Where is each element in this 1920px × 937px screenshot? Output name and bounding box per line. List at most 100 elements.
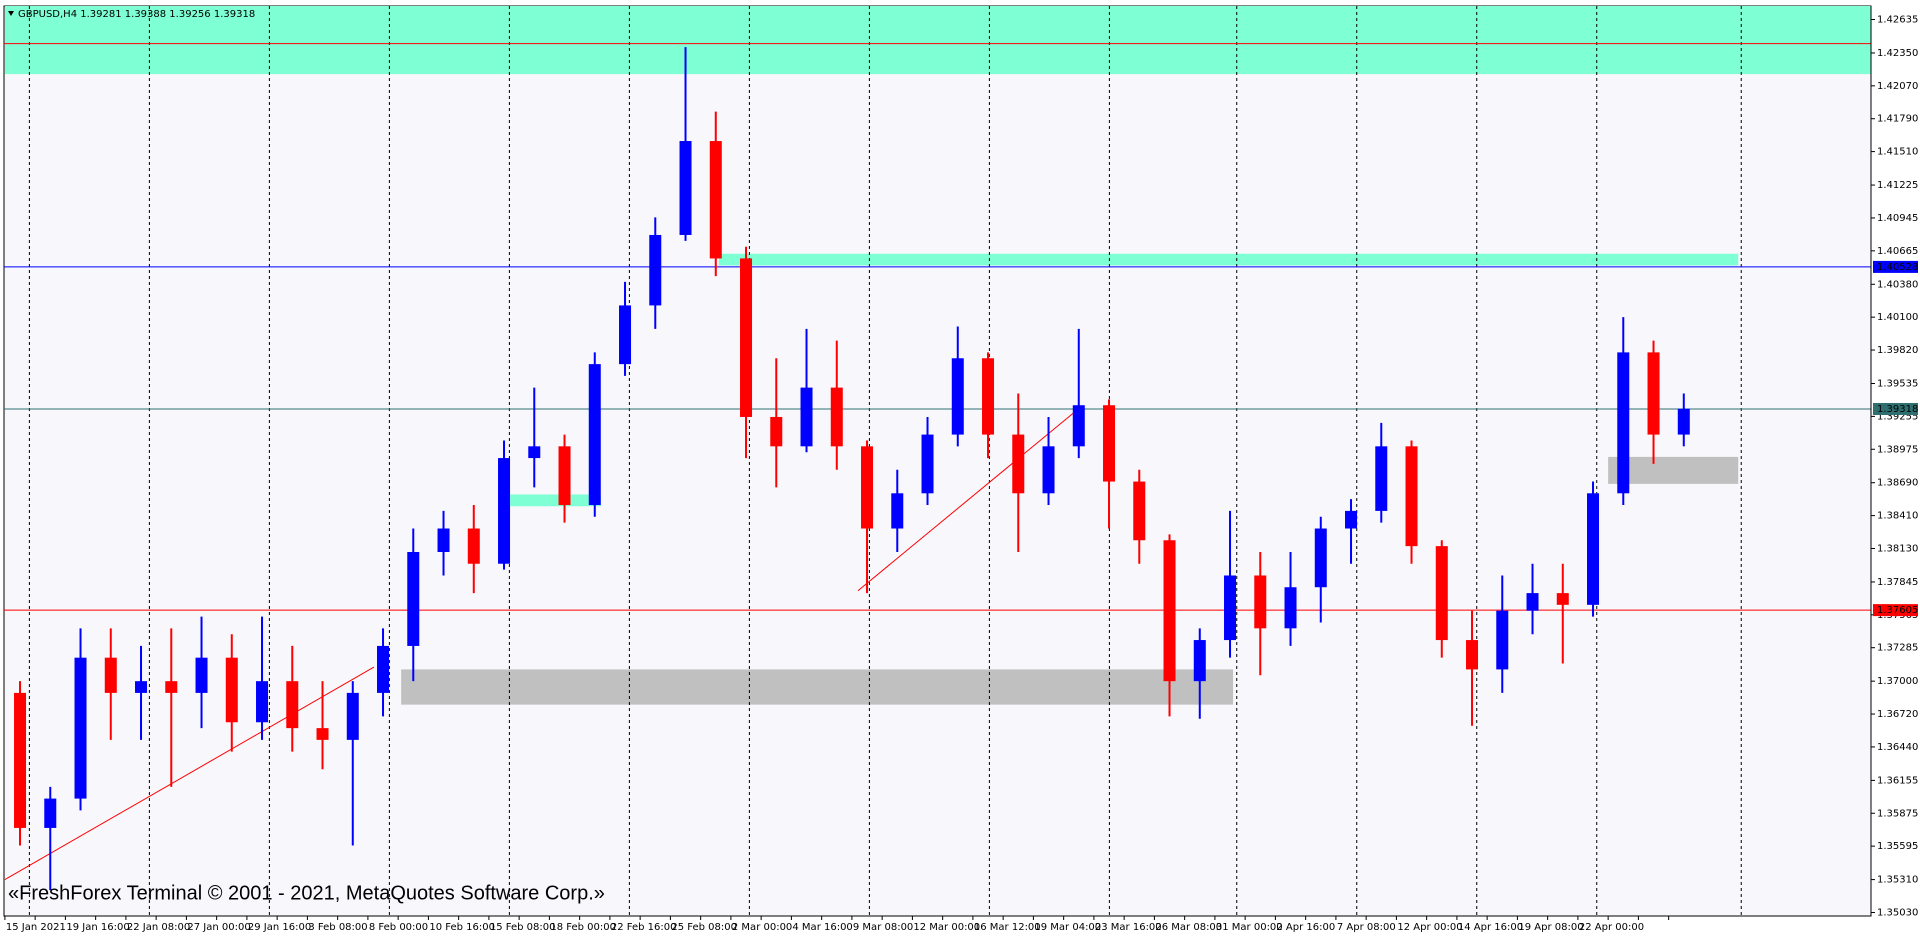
x-tick-label: 18 Feb 00:00 bbox=[550, 922, 616, 933]
y-tick-label: 1.37845 bbox=[1877, 577, 1918, 588]
candle-body bbox=[558, 446, 571, 506]
y-tick-label: 1.41510 bbox=[1877, 147, 1918, 158]
candle-body bbox=[679, 141, 692, 235]
candle-body bbox=[1072, 405, 1085, 447]
zone bbox=[1608, 456, 1739, 484]
x-tick-label: 9 Mar 08:00 bbox=[853, 922, 913, 933]
candle-body bbox=[256, 681, 269, 723]
y-tick-label: 1.38975 bbox=[1877, 444, 1918, 455]
candle-body bbox=[1012, 434, 1025, 494]
candle-body bbox=[437, 528, 450, 552]
candle-body bbox=[165, 681, 178, 693]
candle-body bbox=[498, 458, 511, 564]
candle-body bbox=[740, 258, 753, 417]
y-tick-label: 1.37000 bbox=[1877, 676, 1918, 687]
candle-body bbox=[770, 416, 783, 447]
candle-body bbox=[1587, 493, 1600, 605]
candle-body bbox=[982, 358, 995, 435]
candle-body bbox=[1556, 593, 1569, 605]
trend-line bbox=[857, 410, 1077, 592]
y-tick-label: 1.38690 bbox=[1877, 478, 1918, 489]
price-label-box bbox=[1873, 604, 1918, 617]
y-tick-label: 1.38130 bbox=[1877, 543, 1918, 554]
y-tick-label: 1.42350 bbox=[1877, 48, 1918, 59]
plot-area bbox=[3, 5, 1872, 917]
candle-body bbox=[1133, 481, 1146, 541]
x-tick-label: 19 Jan 16:00 bbox=[66, 922, 129, 933]
candle-body bbox=[1466, 640, 1479, 670]
candle-body bbox=[709, 141, 722, 259]
candle-body bbox=[619, 305, 632, 365]
candle-body bbox=[1496, 610, 1509, 670]
x-tick-label: 7 Apr 08:00 bbox=[1337, 922, 1396, 933]
candle-body bbox=[1314, 528, 1327, 588]
candle-body bbox=[1375, 446, 1388, 511]
y-tick-label: 1.38410 bbox=[1877, 511, 1918, 522]
candles bbox=[14, 47, 1690, 891]
candle-body bbox=[1193, 640, 1206, 682]
price-label-box bbox=[1873, 260, 1918, 273]
zone bbox=[401, 669, 1234, 705]
candle-body bbox=[921, 434, 934, 494]
x-tick-label: 19 Mar 04:00 bbox=[1034, 922, 1101, 933]
x-tick-label: 31 Mar 00:00 bbox=[1216, 922, 1283, 933]
menu-triangle[interactable] bbox=[8, 11, 14, 16]
candle-body bbox=[44, 798, 57, 828]
candle-body bbox=[891, 493, 904, 529]
y-tick-label: 1.35030 bbox=[1877, 907, 1918, 918]
candle-body bbox=[830, 387, 843, 447]
x-tick-label: 22 Jan 08:00 bbox=[127, 922, 190, 933]
candle-body bbox=[1163, 540, 1176, 682]
y-tick-label: 1.37285 bbox=[1877, 643, 1918, 654]
y-tick-label: 1.36155 bbox=[1877, 775, 1918, 786]
x-tick-label: 2 Mar 00:00 bbox=[732, 922, 792, 933]
chart-title: GBPUSD,H4 1.39281 1.39388 1.39256 1.3931… bbox=[18, 9, 255, 20]
candle-body bbox=[467, 528, 480, 564]
price-label: 1.39318 bbox=[1877, 404, 1918, 415]
candle-body bbox=[1405, 446, 1418, 547]
candle-body bbox=[1617, 352, 1630, 494]
y-tick-label: 1.36720 bbox=[1877, 709, 1918, 720]
candle-body bbox=[1647, 352, 1660, 435]
zone bbox=[510, 494, 601, 507]
price-label-box bbox=[1873, 402, 1918, 415]
watermark: «FreshForex Terminal © 2001 - 2021, Meta… bbox=[8, 882, 605, 904]
lines bbox=[4, 43, 1871, 881]
candle-body bbox=[649, 234, 662, 306]
candle-body bbox=[407, 552, 420, 646]
candle-body bbox=[800, 387, 813, 447]
candle-body bbox=[316, 728, 329, 740]
x-tick-label: 15 Jan 2021 bbox=[6, 922, 66, 933]
x-tick-label: 15 Feb 08:00 bbox=[490, 922, 556, 933]
y-tick-label: 1.41225 bbox=[1877, 180, 1918, 191]
candle-body bbox=[1435, 546, 1448, 641]
x-tick-label: 8 Feb 00:00 bbox=[369, 922, 428, 933]
candle-body bbox=[588, 364, 601, 506]
candle-body bbox=[1224, 575, 1237, 641]
candle-body bbox=[528, 446, 541, 459]
x-tick-label: 25 Feb 08:00 bbox=[671, 922, 737, 933]
candle-body bbox=[286, 681, 299, 729]
trend-line bbox=[4, 666, 375, 881]
candle-body bbox=[14, 692, 27, 828]
candle-body bbox=[1042, 446, 1055, 494]
price-label: 1.40528 bbox=[1877, 262, 1918, 273]
y-tick-label: 1.40100 bbox=[1877, 312, 1918, 323]
x-tick-label: 16 Mar 12:00 bbox=[974, 922, 1041, 933]
y-tick-label: 1.35310 bbox=[1877, 875, 1918, 886]
candle-body bbox=[1103, 405, 1116, 482]
x-tick-label: 3 Feb 08:00 bbox=[308, 922, 367, 933]
x-tick-label: 29 Jan 16:00 bbox=[248, 922, 311, 933]
x-tick-label: 10 Feb 16:00 bbox=[429, 922, 495, 933]
x-tick-label: 12 Apr 00:00 bbox=[1397, 922, 1462, 933]
y-tick-label: 1.35875 bbox=[1877, 808, 1918, 819]
candle-body bbox=[1254, 575, 1267, 629]
candle-body bbox=[104, 657, 117, 693]
candle-body bbox=[951, 358, 964, 435]
candle-body bbox=[195, 657, 208, 693]
x-tick-label: 2 Apr 16:00 bbox=[1276, 922, 1335, 933]
zone bbox=[4, 6, 1871, 75]
zone bbox=[718, 253, 1739, 266]
